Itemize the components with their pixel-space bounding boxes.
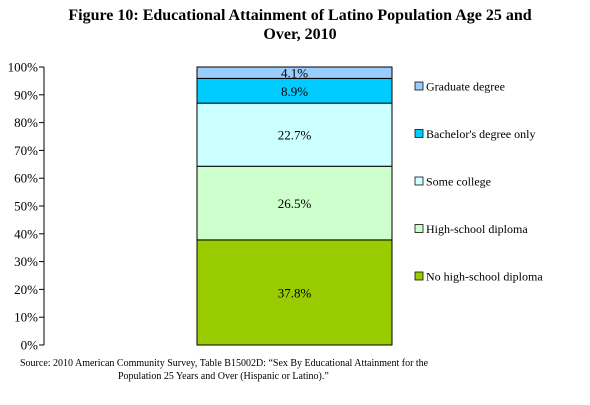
legend-label-2: Some college	[426, 175, 491, 189]
bar-segment-0	[196, 239, 393, 346]
y-tick-label: 30%	[14, 254, 38, 269]
bar-data-label-3: 8.9%	[281, 84, 308, 99]
y-tick-label: 10%	[14, 310, 38, 325]
legend-swatch-0	[414, 81, 424, 91]
bar-data-label-1: 26.5%	[278, 196, 312, 211]
bar-segment-1	[196, 165, 393, 241]
bar-data-label-0: 37.8%	[278, 285, 312, 300]
chart-title-line1: Figure 10: Educational Attainment of Lat…	[68, 7, 532, 24]
legend-swatch-4	[414, 271, 424, 281]
bar-data-label-4: 4.1%	[281, 66, 308, 81]
y-tick-label: 20%	[14, 282, 38, 297]
y-tick-label: 40%	[14, 226, 38, 241]
legend-label-4: No high-school diploma	[426, 270, 543, 284]
legend-swatch-2	[414, 176, 424, 186]
legend-label-3: High-school diploma	[426, 222, 528, 236]
y-tick-label: 70%	[14, 143, 38, 158]
legend-swatch-3	[414, 224, 424, 233]
y-tick-label: 100%	[8, 60, 39, 75]
chart-title-line2: Over, 2010	[263, 26, 337, 43]
y-tick-label: 0%	[21, 338, 39, 353]
legend-label-0: Graduate degree	[426, 80, 505, 94]
chart-title: Figure 10: Educational Attainment of Lat…	[40, 6, 560, 44]
bar-segment-3	[196, 77, 393, 104]
source-note: Source: 2010 American Community Survey, …	[20, 357, 580, 383]
legend-swatch-1	[414, 129, 424, 138]
y-tick-label: 80%	[14, 115, 38, 130]
bar-segment-2	[196, 102, 393, 167]
legend-label-1: Bachelor's degree only	[426, 127, 535, 141]
source-line1: Source: 2010 American Community Survey, …	[20, 358, 429, 369]
bar-segment-4	[196, 66, 393, 79]
source-line2: Population 25 Years and Over (Hispanic o…	[118, 371, 329, 382]
y-tick-label: 60%	[14, 171, 38, 186]
y-tick-label: 90%	[14, 87, 38, 102]
y-tick-label: 50%	[14, 199, 38, 214]
bar-data-label-2: 22.7%	[278, 128, 312, 143]
